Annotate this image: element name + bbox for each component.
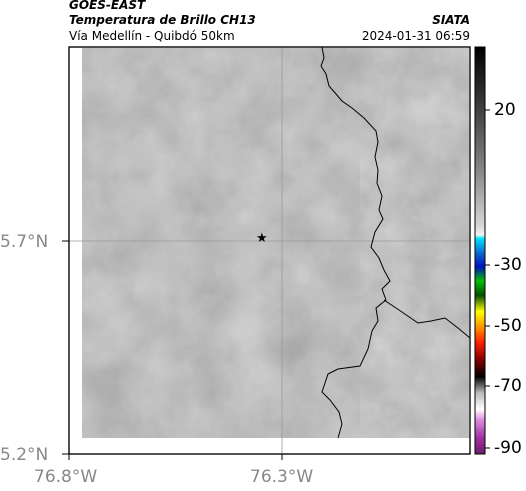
product-title: Temperatura de Brillo CH13 [69,13,256,27]
timestamp-label: 2024-01-31 06:59 [361,29,470,43]
lat-tick-label: 5.2°N [0,445,49,465]
colorbar [474,46,486,455]
star-icon: ★ [256,231,268,246]
source-label: SIATA [432,13,470,27]
lon-tick-label: 76.3°W [250,467,314,487]
lon-tick-label: 76.8°W [34,467,98,487]
boundary-line [320,46,391,439]
region-label: Vía Medellín - Quibdó 50km [69,29,235,43]
boundary-line-branch [383,299,471,339]
colorbar-label: -90 [494,438,522,458]
colorbar-label: -70 [494,376,522,396]
colorbar-label: -50 [494,316,522,336]
colorbar-label: 20 [494,100,516,120]
lat-tick-label: 5.7°N [0,232,49,252]
satellite-title: GOES-EAST [69,0,146,12]
colorbar-label: -30 [494,255,522,275]
